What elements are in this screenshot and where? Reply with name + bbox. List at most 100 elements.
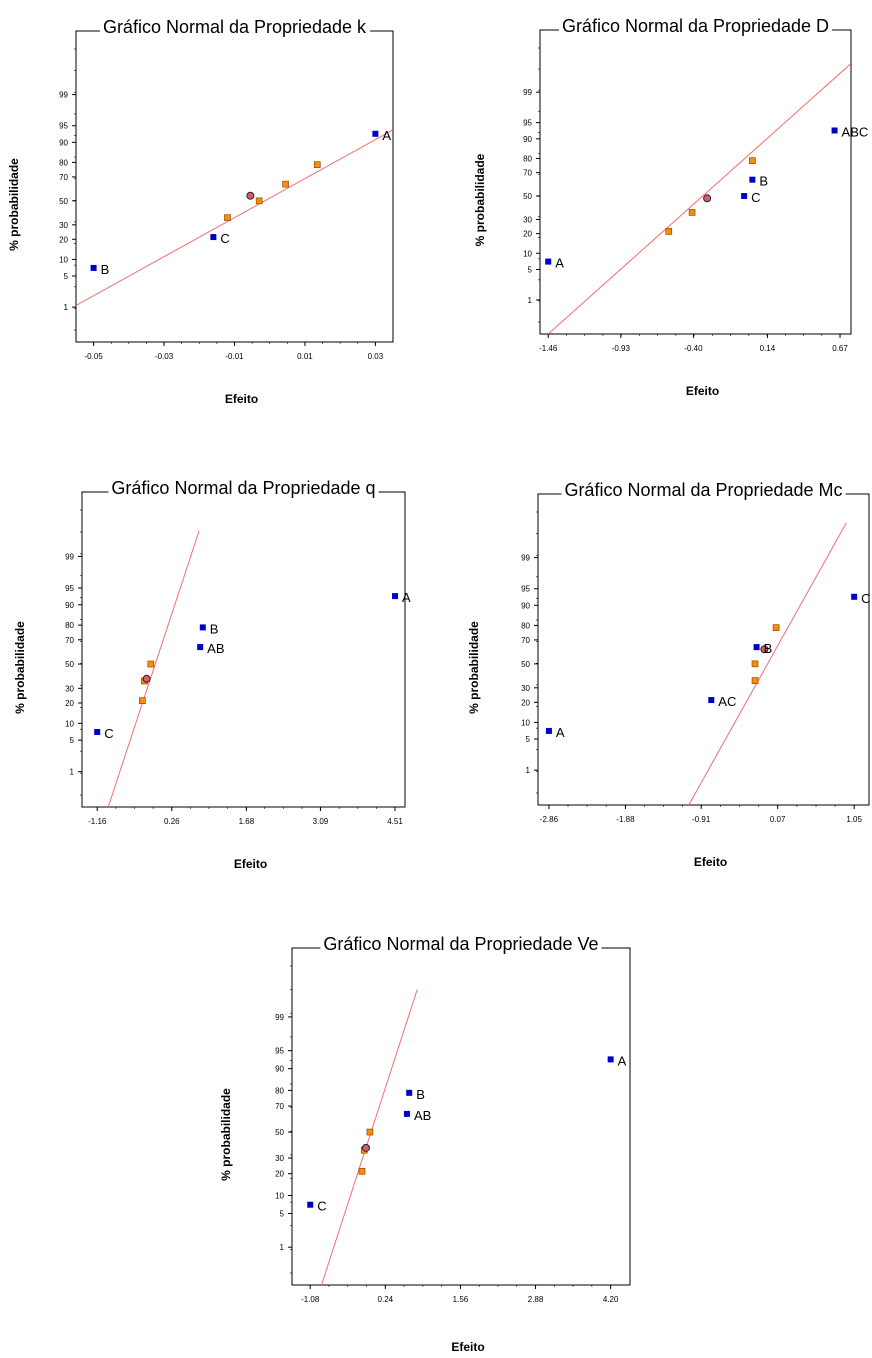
effect-point: [665, 228, 673, 235]
y-tick-label: 95: [65, 584, 74, 593]
effect-point: [255, 197, 263, 205]
significant-effect-point: [197, 644, 204, 651]
x-tick-label: -1.88: [616, 815, 635, 824]
x-tick-label: -0.91: [692, 815, 711, 824]
y-tick-label: 90: [275, 1065, 284, 1074]
x-tick-label: 0.26: [164, 817, 180, 826]
x-axis-label: Efeito: [694, 855, 727, 869]
point-label: A: [402, 590, 411, 605]
y-tick-label: 20: [521, 698, 530, 707]
center-point: [246, 191, 255, 200]
effect-point: [224, 214, 231, 221]
point-label: AC: [718, 694, 736, 709]
y-tick-label: 30: [521, 684, 530, 693]
x-tick-label: 4.51: [387, 817, 403, 826]
y-tick-label: 70: [65, 636, 74, 645]
y-tick-label: 90: [65, 601, 74, 610]
significant-effect-point: [403, 1110, 410, 1117]
y-tick-label: 20: [65, 699, 74, 708]
point-label: C: [104, 726, 113, 741]
title-gap: [99, 29, 371, 33]
x-tick-label: -1.08: [301, 1295, 320, 1304]
x-tick-label: -0.03: [155, 352, 174, 361]
y-tick-label: 30: [59, 221, 68, 230]
y-tick-label: 1: [64, 303, 69, 312]
point-label: AB: [207, 641, 224, 656]
point-label: AB: [414, 1108, 431, 1123]
significant-effect-point: [94, 728, 101, 735]
effect-point: [139, 697, 146, 705]
y-tick-label: 99: [275, 1013, 284, 1022]
effect-point: [366, 1128, 374, 1136]
x-tick-label: 0.14: [760, 344, 776, 353]
title-gap: [561, 492, 846, 496]
point-label: B: [759, 174, 768, 189]
y-tick-label: 95: [275, 1047, 284, 1056]
y-tick-label: 95: [521, 585, 530, 594]
y-tick-label: 99: [523, 88, 532, 97]
center-point: [142, 674, 151, 683]
center-point: [703, 194, 712, 203]
significant-effect-point: [851, 593, 858, 600]
center-point: [361, 1143, 370, 1152]
point-label: A: [382, 128, 391, 143]
effect-point: [751, 677, 759, 684]
point-label: A: [555, 256, 564, 271]
y-tick-label: 70: [59, 173, 68, 182]
y-tick-label: 95: [59, 122, 68, 131]
effect-point: [688, 209, 696, 216]
significant-effect-point: [199, 624, 206, 631]
y-tick-label: 20: [523, 230, 532, 239]
point-label: C: [751, 190, 760, 205]
y-tick-label: 1: [526, 766, 531, 775]
y-tick-label: 10: [523, 249, 532, 258]
title-gap: [108, 490, 379, 494]
y-tick-label: 5: [528, 265, 533, 274]
y-tick-label: 30: [523, 215, 532, 224]
y-tick-label: 80: [521, 621, 530, 630]
chart-title: Gráfico Normal da Propriedade Mc: [564, 480, 842, 500]
x-tick-label: -0.01: [225, 352, 244, 361]
x-axis-label: Efeito: [451, 1340, 484, 1354]
x-tick-label: -0.40: [684, 344, 703, 353]
y-tick-label: 10: [521, 718, 530, 727]
significant-effect-point: [831, 127, 838, 134]
y-tick-label: 20: [59, 235, 68, 244]
point-label: C: [317, 1199, 326, 1214]
title-gap: [320, 946, 602, 950]
x-tick-label: 1.05: [846, 815, 862, 824]
effect-point: [358, 1167, 366, 1175]
y-tick-label: 80: [59, 158, 68, 167]
point-label: A: [618, 1053, 627, 1068]
x-tick-label: -1.16: [88, 817, 107, 826]
title-gap: [558, 28, 833, 32]
point-label: B: [764, 641, 773, 656]
y-tick-label: 30: [275, 1154, 284, 1163]
x-axis-label: Efeito: [225, 392, 258, 406]
x-axis-label: Efeito: [686, 384, 719, 398]
point-label: B: [101, 262, 110, 277]
significant-effect-point: [607, 1056, 614, 1063]
plot-frame: [75, 30, 394, 343]
y-tick-label: 5: [64, 272, 69, 281]
effect-point: [313, 161, 321, 168]
effect-point: [749, 157, 756, 164]
y-axis-label: % probabilidade: [219, 1088, 233, 1181]
y-tick-label: 10: [65, 719, 74, 728]
x-tick-label: 0.07: [770, 815, 786, 824]
y-tick-label: 50: [521, 660, 530, 669]
significant-effect-point: [392, 593, 399, 600]
x-tick-label: -2.86: [540, 815, 559, 824]
y-tick-label: 95: [523, 119, 532, 128]
effect-point: [282, 180, 289, 188]
y-tick-label: 5: [526, 735, 531, 744]
x-tick-label: -0.05: [84, 352, 103, 361]
x-tick-label: 0.24: [378, 1295, 394, 1304]
y-tick-label: 90: [59, 138, 68, 147]
chart-title: Gráfico Normal da Propriedade q: [111, 478, 375, 498]
x-tick-label: 1.56: [453, 1295, 469, 1304]
y-tick-label: 10: [275, 1191, 284, 1200]
y-axis-label: % probabilidade: [7, 158, 21, 251]
y-tick-label: 5: [280, 1209, 285, 1218]
chart-1: Gráfico Normal da Propriedade k 1 5 10 20 30 5…: [7, 17, 394, 406]
